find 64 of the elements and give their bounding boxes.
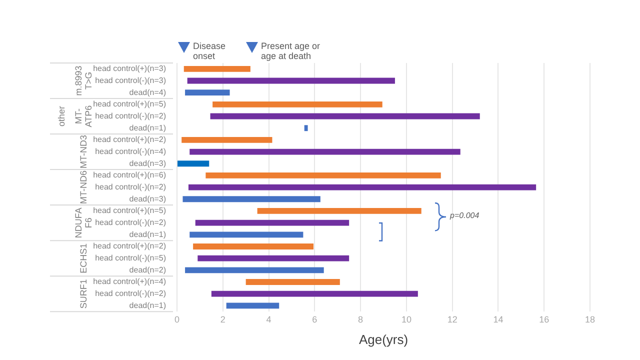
- x-tick-label: 10: [401, 314, 412, 324]
- text: m.8993T>G: [73, 66, 94, 96]
- y-tick-label: head control(+)(n=3): [93, 64, 166, 74]
- bar: [257, 208, 422, 214]
- x-tick-label: 0: [174, 314, 180, 324]
- bar: [226, 302, 280, 309]
- x-tick-label: 6: [312, 314, 318, 324]
- y-tick-label: head control(+)(n=6): [93, 170, 166, 180]
- y-tick-label: head control(+)(n=2): [93, 135, 166, 144]
- x-tick-label: 16: [539, 314, 550, 324]
- bar: [190, 148, 460, 155]
- y-tick-label: head control(-)(n=2): [95, 182, 166, 192]
- bar: [193, 244, 314, 250]
- y-tick-label: head control(+)(n=5): [93, 206, 166, 216]
- bar: [195, 220, 350, 226]
- y-tick-label: head control(-)(n=2): [95, 289, 166, 298]
- bar: [304, 125, 308, 132]
- bar: [185, 267, 324, 274]
- bar: [187, 78, 395, 84]
- text: Present age or age at death: [261, 41, 322, 61]
- y-tick-label: dead(n=2): [129, 265, 166, 274]
- annotation: p=0.004: [450, 210, 480, 220]
- bar: [182, 136, 272, 143]
- y-tick-label: head control(-)(n=2): [95, 111, 166, 120]
- x-tick-label: 4: [266, 314, 272, 324]
- bar: [188, 184, 536, 190]
- bar: [246, 279, 340, 285]
- bar: [178, 160, 210, 167]
- y-tick-label: dead(n=3): [129, 194, 166, 204]
- x-tick-label: 2: [220, 314, 226, 324]
- text: Disease onset: [193, 41, 227, 61]
- bar: [206, 172, 441, 178]
- x-tick-label: 14: [493, 314, 504, 324]
- text: NDUFAF6: [73, 208, 94, 238]
- y-tick-label: head control(-)(n=4): [95, 146, 166, 156]
- bar: [185, 90, 230, 96]
- y-tick-label: head control(+)(n=4): [93, 277, 166, 286]
- text: ECHS1: [78, 243, 88, 274]
- y-tick-label: head control(+)(n=2): [93, 242, 166, 251]
- text: other: [56, 106, 66, 127]
- y-tick-label: head control(-)(n=5): [95, 254, 166, 263]
- y-tick-label: dead(n=1): [129, 300, 166, 310]
- x-tick-label: 8: [358, 314, 364, 324]
- bar: [182, 196, 320, 202]
- y-tick-label: head control(+)(n=5): [93, 100, 166, 109]
- x-tick-label: 12: [447, 314, 458, 324]
- y-tick-label: head control(-)(n=2): [95, 218, 166, 228]
- y-tick-label: dead(n=1): [129, 230, 166, 239]
- bar: [211, 290, 418, 297]
- x-tick-label: 18: [584, 314, 596, 324]
- bar: [198, 255, 350, 262]
- y-tick-label: dead(n=1): [129, 123, 166, 132]
- bar: [184, 66, 250, 72]
- y-tick-label: dead(n=4): [129, 88, 166, 97]
- bar: [212, 101, 382, 108]
- y-tick-label: dead(n=3): [129, 158, 166, 168]
- bar: [190, 232, 304, 238]
- text: SURF1: [78, 279, 88, 309]
- bar: [210, 113, 480, 120]
- x-axis-title: Age(yrs): [358, 332, 408, 347]
- text: MT-ND3: [78, 135, 88, 169]
- text: MT-ATP6: [73, 105, 94, 128]
- text: MT-ND6: [78, 170, 88, 204]
- y-tick-label: head control(-)(n=3): [95, 76, 166, 85]
